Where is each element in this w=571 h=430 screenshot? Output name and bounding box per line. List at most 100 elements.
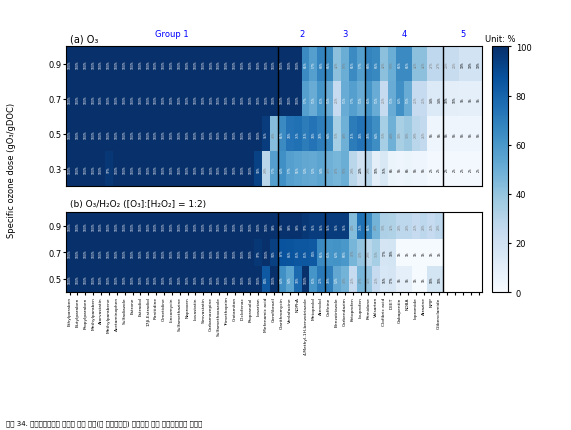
Text: 100%: 100% xyxy=(162,248,166,257)
Text: 100%: 100% xyxy=(99,275,103,283)
Text: 100%: 100% xyxy=(138,165,142,174)
Text: 100%: 100% xyxy=(186,222,190,230)
Text: 35%: 35% xyxy=(335,131,339,138)
Text: 6%: 6% xyxy=(406,167,410,172)
Text: 66%: 66% xyxy=(327,61,331,68)
Text: 64%: 64% xyxy=(375,131,379,138)
Text: 100%: 100% xyxy=(115,165,119,174)
Text: 17%: 17% xyxy=(390,276,394,283)
Text: 100%: 100% xyxy=(67,165,71,174)
Text: 65%: 65% xyxy=(406,61,410,68)
Text: 100%: 100% xyxy=(209,275,213,283)
Text: 100%: 100% xyxy=(209,248,213,257)
Text: 84%: 84% xyxy=(311,249,315,256)
Text: 100%: 100% xyxy=(178,165,182,174)
Text: 100%: 100% xyxy=(154,130,158,139)
Text: 48%: 48% xyxy=(343,276,347,283)
Text: 85%: 85% xyxy=(304,249,308,256)
Text: 2%: 2% xyxy=(437,167,441,172)
Text: 74%: 74% xyxy=(311,132,315,138)
Text: 100%: 100% xyxy=(162,95,166,104)
Text: 51%: 51% xyxy=(406,96,410,103)
Text: 100%: 100% xyxy=(107,95,111,104)
Text: 19%: 19% xyxy=(477,61,481,68)
Text: 100%: 100% xyxy=(194,130,198,139)
Text: 25%: 25% xyxy=(413,223,417,230)
Text: 100%: 100% xyxy=(131,275,135,283)
Text: 55%: 55% xyxy=(296,166,300,173)
Text: 49%: 49% xyxy=(327,166,331,173)
Text: 100%: 100% xyxy=(186,165,190,174)
Text: 63%: 63% xyxy=(280,276,284,283)
Text: 100%: 100% xyxy=(178,248,182,257)
Text: 100%: 100% xyxy=(217,61,221,69)
Text: 70%: 70% xyxy=(319,131,323,138)
Text: 100%: 100% xyxy=(186,275,190,283)
Text: 100%: 100% xyxy=(272,61,276,69)
Text: 68%: 68% xyxy=(367,61,371,68)
Text: 65%: 65% xyxy=(280,131,284,138)
Text: 25%: 25% xyxy=(421,96,425,103)
Text: 100%: 100% xyxy=(240,95,244,104)
Text: 9%: 9% xyxy=(398,277,402,282)
Text: 100%: 100% xyxy=(178,222,182,230)
Text: 42%: 42% xyxy=(421,61,425,68)
Text: 5%: 5% xyxy=(413,167,417,172)
Text: 100%: 100% xyxy=(225,165,229,174)
Text: 100%: 100% xyxy=(91,165,95,174)
Text: 100%: 100% xyxy=(264,61,268,69)
Text: 47%: 47% xyxy=(335,166,339,173)
Text: 100%: 100% xyxy=(233,130,237,139)
Text: 100%: 100% xyxy=(209,95,213,104)
Text: 100%: 100% xyxy=(194,248,198,257)
Text: 100%: 100% xyxy=(248,248,252,257)
Text: 61%: 61% xyxy=(319,96,323,103)
Text: 100%: 100% xyxy=(170,61,174,69)
Text: 100%: 100% xyxy=(194,222,198,230)
Text: 26%: 26% xyxy=(421,131,425,138)
Text: 100%: 100% xyxy=(83,165,87,174)
Text: 1%: 1% xyxy=(406,250,410,255)
Text: 35%: 35% xyxy=(382,131,386,138)
Text: 1%: 1% xyxy=(437,250,441,255)
Text: 29%: 29% xyxy=(351,166,355,173)
Text: 100%: 100% xyxy=(217,95,221,104)
Text: 100%: 100% xyxy=(154,165,158,174)
Text: 5%: 5% xyxy=(477,132,481,137)
Text: 100%: 100% xyxy=(67,95,71,104)
Text: 63%: 63% xyxy=(280,166,284,173)
Text: 그림 34. 중랑물재생센터 유출수 대상 오존(및 과산화수소) 주입량에 따른 미량오염물질 제거율: 그림 34. 중랑물재생센터 유출수 대상 오존(및 과산화수소) 주입량에 따… xyxy=(6,419,202,426)
Text: 54%: 54% xyxy=(288,276,292,283)
Text: 100%: 100% xyxy=(107,275,111,283)
Text: 100%: 100% xyxy=(225,275,229,283)
Text: 100%: 100% xyxy=(99,130,103,139)
Text: 100%: 100% xyxy=(107,248,111,257)
Text: 100%: 100% xyxy=(240,275,244,283)
Text: 100%: 100% xyxy=(75,95,79,104)
Text: 100%: 100% xyxy=(99,61,103,69)
Text: 100%: 100% xyxy=(115,222,119,230)
Text: 100%: 100% xyxy=(75,222,79,230)
Text: 100%: 100% xyxy=(83,130,87,139)
Text: 100%: 100% xyxy=(209,61,213,69)
Text: 42%: 42% xyxy=(413,61,417,68)
Text: 100%: 100% xyxy=(99,222,103,230)
Text: 100%: 100% xyxy=(170,248,174,257)
Text: 100%: 100% xyxy=(75,165,79,174)
Text: 25%: 25% xyxy=(413,96,417,103)
Text: 5%: 5% xyxy=(461,132,465,137)
Text: 100%: 100% xyxy=(209,222,213,230)
Text: 100%: 100% xyxy=(248,275,252,283)
Text: 57%: 57% xyxy=(311,61,315,68)
Text: 100%: 100% xyxy=(162,130,166,139)
Text: 5: 5 xyxy=(460,30,465,39)
Text: 2%: 2% xyxy=(477,167,481,172)
Text: 100%: 100% xyxy=(146,248,150,257)
Text: 42%: 42% xyxy=(335,61,339,68)
Text: 44%: 44% xyxy=(351,223,355,229)
Text: 100%: 100% xyxy=(178,61,182,69)
Text: 20%: 20% xyxy=(359,166,363,173)
Text: 100%: 100% xyxy=(83,248,87,257)
Text: 19%: 19% xyxy=(469,61,473,68)
Text: 100%: 100% xyxy=(178,130,182,139)
